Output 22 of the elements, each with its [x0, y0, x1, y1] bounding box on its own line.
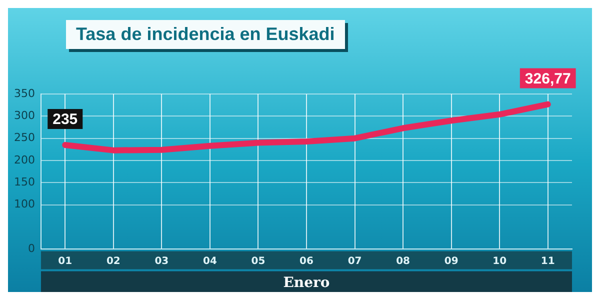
y-tick-label: 150 [14, 176, 35, 189]
x-tick-label: 09 [444, 256, 458, 267]
y-tick-label: 300 [14, 109, 35, 122]
x-tick-label: 06 [300, 256, 314, 267]
y-tick-label: 350 [14, 86, 35, 100]
y-tick-label: 0 [28, 242, 35, 256]
x-tick-label: 10 [492, 256, 507, 267]
x-tick-label: 05 [251, 256, 266, 267]
x-tick-label: 03 [154, 256, 169, 267]
x-tick-label: 04 [202, 256, 217, 267]
y-tick-label: 250 [14, 131, 35, 144]
x-tick-label: 07 [348, 256, 362, 267]
x-tick-label: 02 [106, 256, 120, 267]
data-label: 326,77 [524, 70, 571, 88]
y-tick-label: 100 [14, 198, 35, 211]
data-label: 235 [52, 111, 78, 128]
y-tick-label: 200 [14, 153, 35, 166]
x-tick-label: 08 [396, 256, 410, 267]
x-axis-title: Enero [283, 275, 330, 292]
x-tick-label: 11 [540, 256, 555, 267]
x-tick-label: 01 [58, 256, 72, 267]
chart-title: Tasa de incidencia en Euskadi [66, 20, 345, 49]
